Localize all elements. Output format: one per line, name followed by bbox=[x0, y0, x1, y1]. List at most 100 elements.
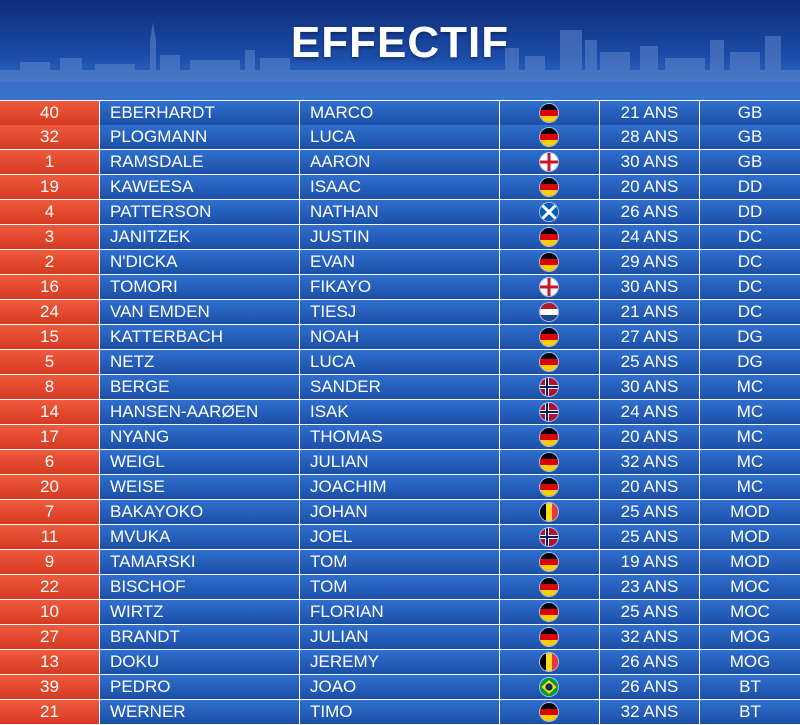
table-row: 20 WEISE JOACHIM 20 ANS MC bbox=[0, 475, 800, 500]
player-age: 23 ANS bbox=[600, 575, 700, 599]
player-last-name: MVUKA bbox=[100, 525, 300, 549]
player-first-name: THOMAS bbox=[300, 425, 500, 449]
player-position: MOG bbox=[700, 650, 800, 674]
player-number: 2 bbox=[0, 250, 100, 274]
table-row: 1 RAMSDALE AARON 30 ANS GB bbox=[0, 150, 800, 175]
player-position: MC bbox=[700, 450, 800, 474]
scotland-flag-icon bbox=[540, 203, 558, 221]
germany-flag-icon bbox=[540, 353, 558, 371]
player-number: 10 bbox=[0, 600, 100, 624]
player-position: MC bbox=[700, 425, 800, 449]
player-position: GB bbox=[700, 150, 800, 174]
table-row: 39 PEDRO JOAO 26 ANS BT bbox=[0, 675, 800, 700]
belgium-flag-icon bbox=[540, 653, 558, 671]
table-row: 3 JANITZEK JUSTIN 24 ANS DC bbox=[0, 225, 800, 250]
player-first-name: AARON bbox=[300, 150, 500, 174]
player-age: 30 ANS bbox=[600, 150, 700, 174]
player-last-name: TAMARSKI bbox=[100, 550, 300, 574]
table-row: 14 HANSEN-AARØEN ISAK 24 ANS MC bbox=[0, 400, 800, 425]
player-number: 14 bbox=[0, 400, 100, 424]
player-age: 27 ANS bbox=[600, 325, 700, 349]
player-number: 6 bbox=[0, 450, 100, 474]
player-position: DC bbox=[700, 275, 800, 299]
table-row: 8 BERGE SANDER 30 ANS MC bbox=[0, 375, 800, 400]
player-first-name: SANDER bbox=[300, 375, 500, 399]
england-flag-icon bbox=[540, 278, 558, 296]
player-last-name: WERNER bbox=[100, 700, 300, 724]
city-skyline-image bbox=[0, 22, 800, 100]
player-number: 1 bbox=[0, 150, 100, 174]
player-last-name: BAKAYOKO bbox=[100, 500, 300, 524]
player-position: BT bbox=[700, 700, 800, 724]
player-number: 7 bbox=[0, 500, 100, 524]
nationality-cell bbox=[500, 375, 600, 399]
nationality-cell bbox=[500, 700, 600, 724]
player-last-name: PATTERSON bbox=[100, 200, 300, 224]
table-row: 32 PLOGMANN LUCA 28 ANS GB bbox=[0, 125, 800, 150]
nationality-cell bbox=[500, 250, 600, 274]
player-age: 24 ANS bbox=[600, 225, 700, 249]
nationality-cell bbox=[500, 400, 600, 424]
player-first-name: TIMO bbox=[300, 700, 500, 724]
player-position: MOD bbox=[700, 525, 800, 549]
player-last-name: BISCHOF bbox=[100, 575, 300, 599]
player-last-name: HANSEN-AARØEN bbox=[100, 400, 300, 424]
nationality-cell bbox=[500, 575, 600, 599]
nationality-cell bbox=[500, 175, 600, 199]
england-flag-icon bbox=[540, 153, 558, 171]
germany-flag-icon bbox=[540, 178, 558, 196]
player-position: GB bbox=[700, 125, 800, 149]
germany-flag-icon bbox=[540, 328, 558, 346]
player-number: 19 bbox=[0, 175, 100, 199]
nationality-cell bbox=[500, 450, 600, 474]
player-first-name: TOM bbox=[300, 550, 500, 574]
player-last-name: DOKU bbox=[100, 650, 300, 674]
player-position: GB bbox=[700, 101, 800, 125]
player-number: 21 bbox=[0, 700, 100, 724]
nationality-cell bbox=[500, 101, 600, 125]
player-first-name: JUSTIN bbox=[300, 225, 500, 249]
player-number: 27 bbox=[0, 625, 100, 649]
player-age: 26 ANS bbox=[600, 200, 700, 224]
player-last-name: WEIGL bbox=[100, 450, 300, 474]
player-last-name: VAN EMDEN bbox=[100, 300, 300, 324]
norway-flag-icon bbox=[540, 378, 558, 396]
player-age: 19 ANS bbox=[600, 550, 700, 574]
germany-flag-icon bbox=[540, 428, 558, 446]
player-number: 32 bbox=[0, 125, 100, 149]
player-first-name: ISAK bbox=[300, 400, 500, 424]
nationality-cell bbox=[500, 200, 600, 224]
player-number: 20 bbox=[0, 475, 100, 499]
table-row: 15 KATTERBACH NOAH 27 ANS DG bbox=[0, 325, 800, 350]
germany-flag-icon bbox=[540, 578, 558, 596]
player-position: MOC bbox=[700, 600, 800, 624]
table-row: 7 BAKAYOKO JOHAN 25 ANS MOD bbox=[0, 500, 800, 525]
nationality-cell bbox=[500, 600, 600, 624]
germany-flag-icon bbox=[540, 628, 558, 646]
player-last-name: EBERHARDT bbox=[100, 101, 300, 125]
player-number: 17 bbox=[0, 425, 100, 449]
germany-flag-icon bbox=[540, 228, 558, 246]
nationality-cell bbox=[500, 650, 600, 674]
player-last-name: N'DICKA bbox=[100, 250, 300, 274]
player-age: 29 ANS bbox=[600, 250, 700, 274]
player-number: 39 bbox=[0, 675, 100, 699]
nationality-cell bbox=[500, 325, 600, 349]
nationality-cell bbox=[500, 500, 600, 524]
player-first-name: EVAN bbox=[300, 250, 500, 274]
table-row: 5 NETZ LUCA 25 ANS DG bbox=[0, 350, 800, 375]
player-age: 25 ANS bbox=[600, 600, 700, 624]
player-age: 32 ANS bbox=[600, 625, 700, 649]
table-row: 2 N'DICKA EVAN 29 ANS DC bbox=[0, 250, 800, 275]
header-banner: EFFECTIF bbox=[0, 0, 800, 100]
nationality-cell bbox=[500, 625, 600, 649]
player-number: 11 bbox=[0, 525, 100, 549]
table-row: 17 NYANG THOMAS 20 ANS MC bbox=[0, 425, 800, 450]
player-age: 32 ANS bbox=[600, 450, 700, 474]
nationality-cell bbox=[500, 675, 600, 699]
player-first-name: JOAO bbox=[300, 675, 500, 699]
player-number: 4 bbox=[0, 200, 100, 224]
nationality-cell bbox=[500, 350, 600, 374]
player-number: 13 bbox=[0, 650, 100, 674]
germany-flag-icon bbox=[540, 253, 558, 271]
